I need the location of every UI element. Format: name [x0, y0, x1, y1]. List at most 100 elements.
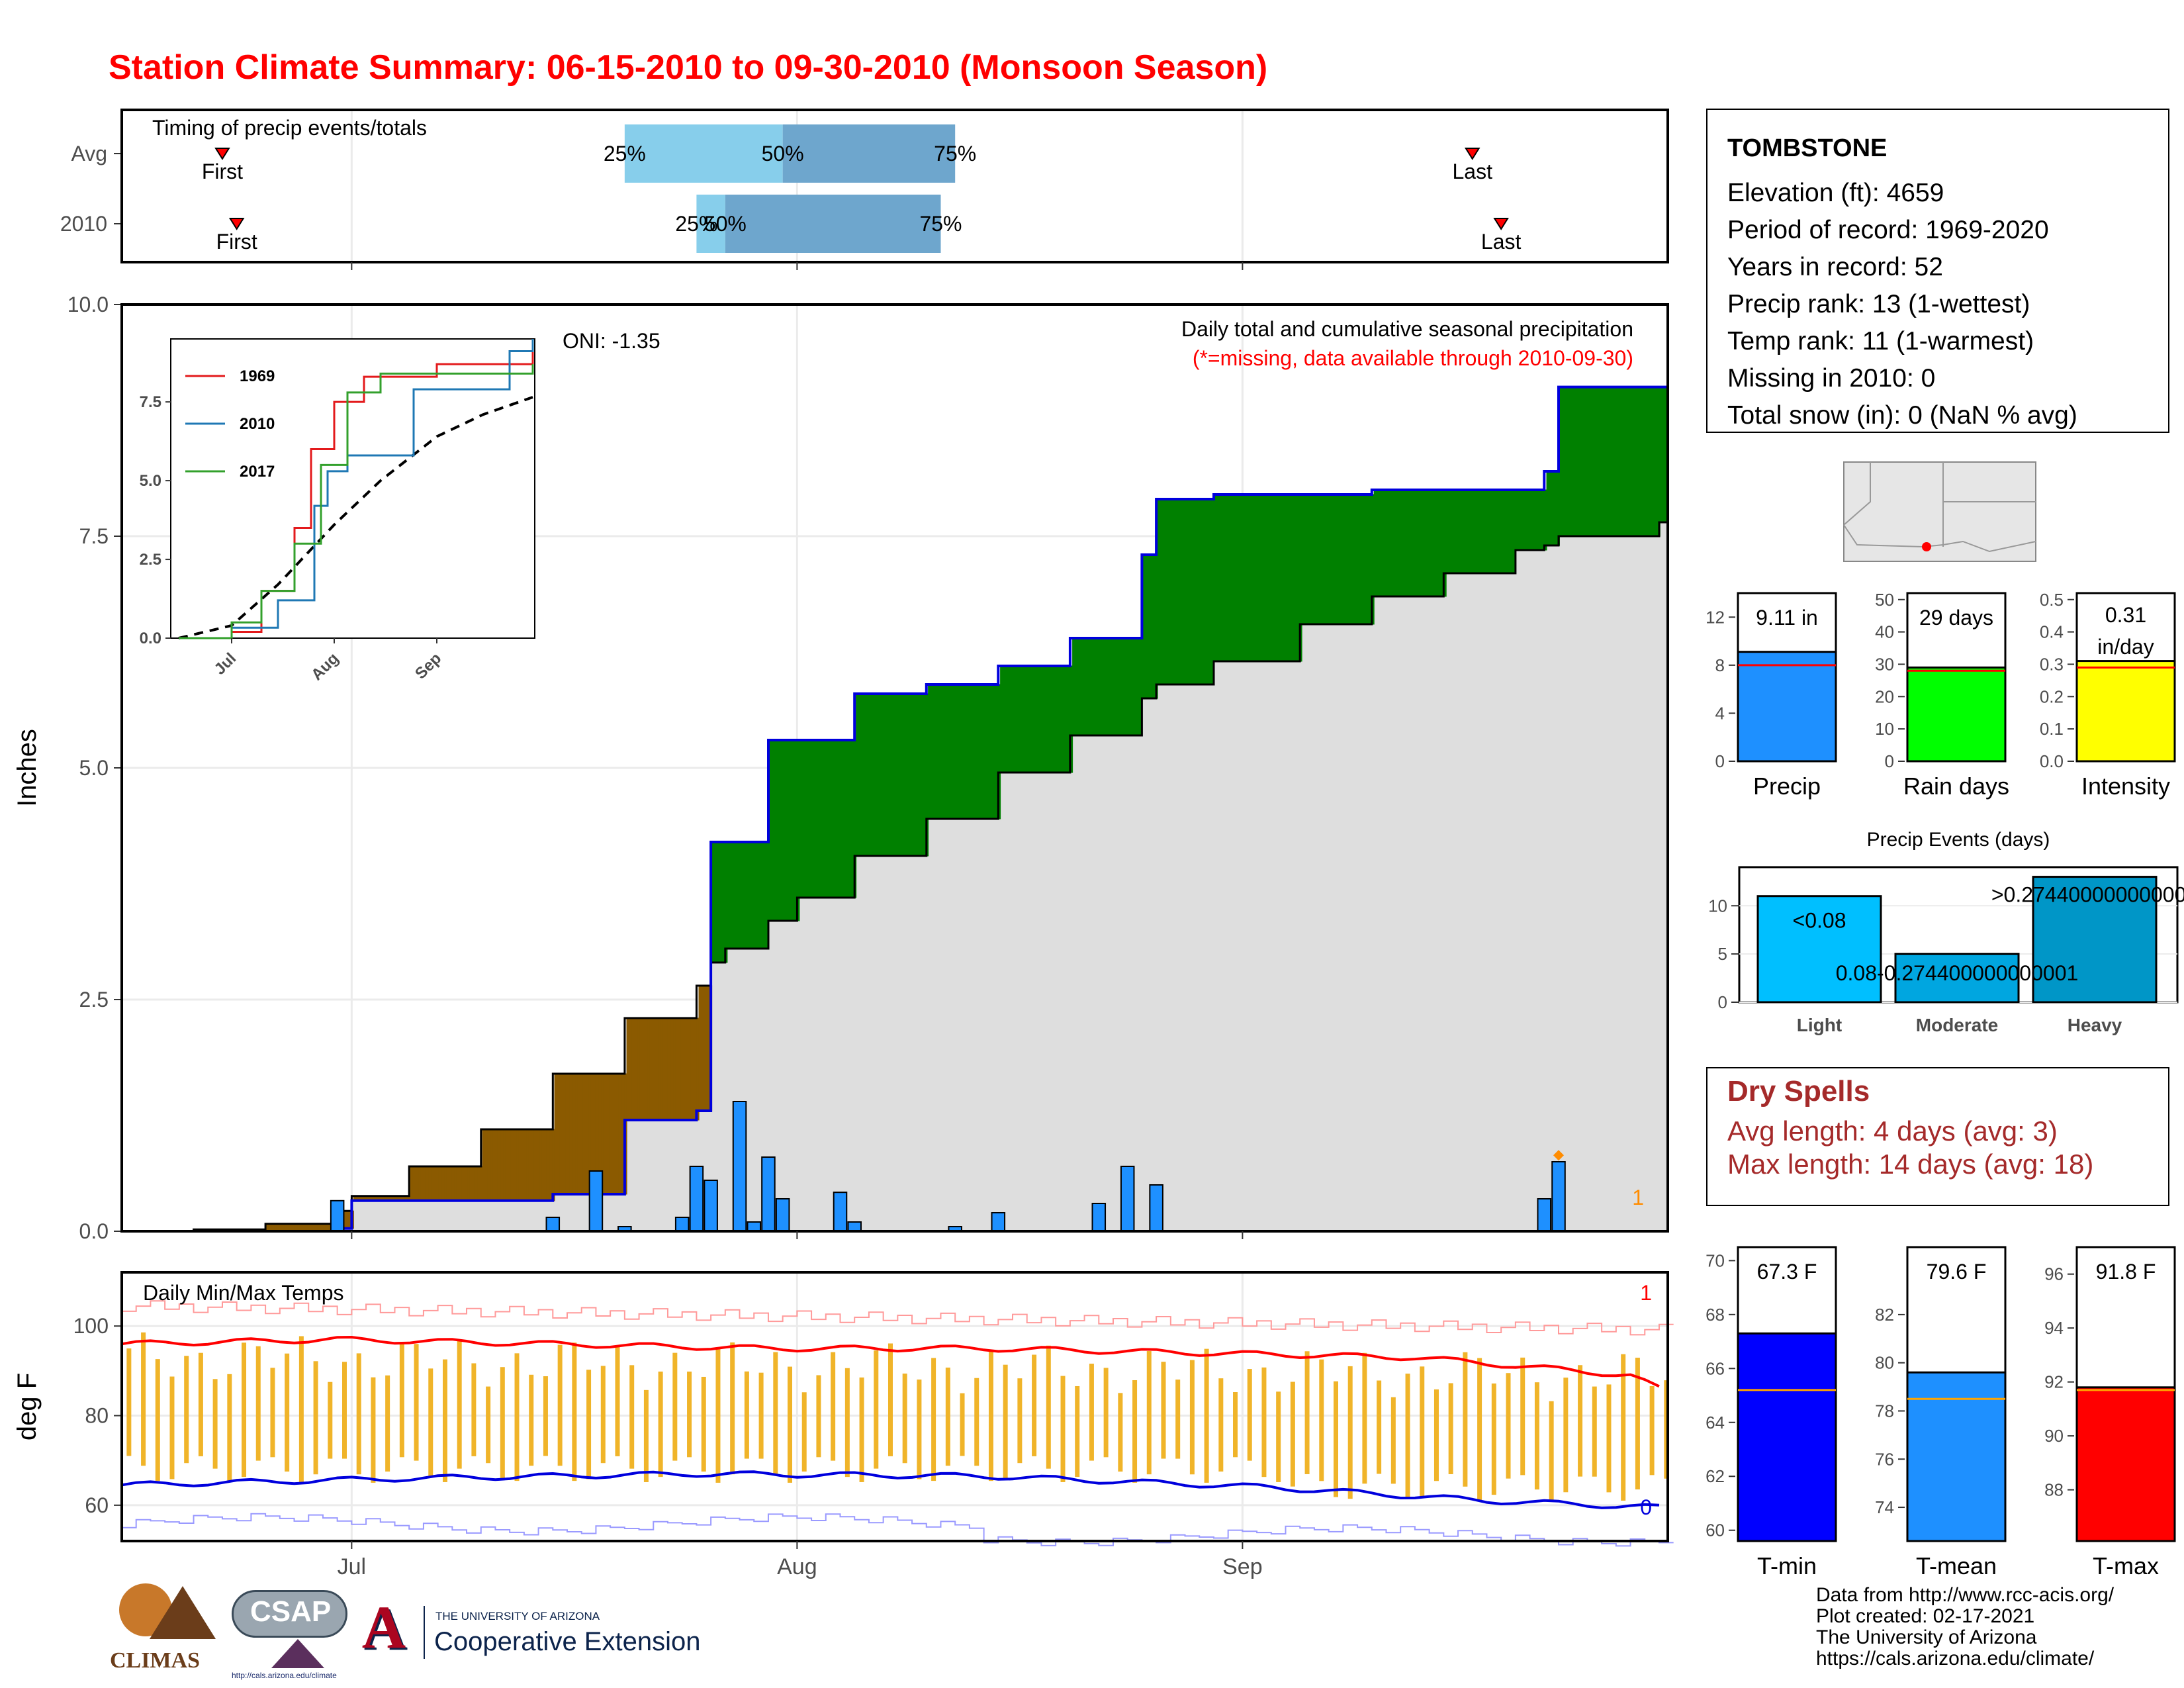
- temp-daily-bar: [1247, 1369, 1252, 1461]
- mountain-icon: [150, 1586, 216, 1639]
- temp-daily-bar: [1664, 1380, 1669, 1479]
- precip-daily-bar: [775, 1198, 790, 1232]
- station-info-box: TOMBSTONE Elevation (ft): 4659 Period of…: [1706, 109, 2169, 433]
- temp-ylabel: deg F: [13, 1373, 42, 1440]
- csap-url: http://cals.arizona.edu/climate: [232, 1671, 337, 1680]
- temp-daily-bar: [1592, 1386, 1597, 1477]
- temp-daily-bar: [1347, 1366, 1353, 1499]
- temp-daily-bar: [1089, 1364, 1094, 1461]
- precip-annotation-note: (*=missing, data available through 2010-…: [1193, 346, 1633, 370]
- temp-xtick-label: Jul: [338, 1554, 366, 1579]
- temp-summary-ytick-label: 60: [1706, 1521, 1725, 1540]
- temp-daily-bar: [1534, 1382, 1539, 1490]
- temp-record-high-line: [122, 1300, 1674, 1336]
- temp-daily-bar: [1319, 1359, 1324, 1481]
- station-temp-rank: Temp rank: 11 (1-warmest): [1727, 327, 2034, 355]
- timing-marker-first: [214, 148, 230, 160]
- temp-daily-bar: [1204, 1348, 1209, 1483]
- temp-xtick-label: Aug: [777, 1554, 817, 1579]
- timing-label-75: 75%: [934, 142, 976, 165]
- temp-daily-bar: [500, 1367, 505, 1479]
- timing-marker-last: [1464, 148, 1480, 160]
- dry-spells-avg: Avg length: 4 days (avg: 3): [1727, 1115, 2058, 1147]
- summary-ytick-label: 30: [1875, 654, 1894, 674]
- temp-summary-ytick-label: 90: [2044, 1426, 2064, 1446]
- timing-marker-label: Last: [1453, 160, 1493, 183]
- ua-a-icon: A: [361, 1593, 406, 1661]
- precip-ytick-label: 2.5: [79, 988, 109, 1011]
- dry-spells-title: Dry Spells: [1727, 1075, 1870, 1107]
- temp-daily-bar: [1390, 1397, 1396, 1484]
- precip-2010-line: [122, 385, 1668, 1233]
- temp-daily-bar: [816, 1375, 821, 1458]
- temp-ytick-label: 60: [85, 1493, 109, 1517]
- temp-summary-ytick-label: 92: [2044, 1372, 2064, 1392]
- inset-panel: [170, 338, 535, 639]
- summary-ytick-label: 4: [1715, 703, 1725, 723]
- temp-daily-bar: [471, 1363, 477, 1456]
- temp-summary-value-label: 79.6 F: [1927, 1260, 1987, 1284]
- ua-line2: Cooperative Extension: [434, 1627, 701, 1656]
- precip-daily-bar: [991, 1212, 1006, 1232]
- temp-summary-ytick-label: 66: [1706, 1358, 1725, 1378]
- timing-label-25: 25%: [604, 142, 646, 165]
- temp-daily-bar: [313, 1361, 318, 1475]
- summary-value-label: 0.31: [2105, 603, 2146, 627]
- timing-row-label: 2010: [60, 212, 107, 236]
- station-location-marker: [1922, 542, 1931, 551]
- temp-daily-bar: [844, 1368, 850, 1477]
- climas-logo[interactable]: CLIMAS: [110, 1583, 216, 1683]
- precip-daily-bar: [847, 1221, 862, 1232]
- summary-ytick-label: 0.4: [2040, 622, 2064, 642]
- temp-daily-bar: [600, 1366, 606, 1464]
- timing-bar-50-75: [782, 124, 956, 183]
- timing-row-label: Avg: [71, 142, 107, 165]
- precip-daily-bar: [330, 1199, 345, 1233]
- precip-average-line: [122, 521, 1668, 1233]
- temp-daily-bar: [1233, 1392, 1238, 1458]
- temp-daily-bar: [414, 1344, 419, 1461]
- mountain-icon: [271, 1639, 324, 1668]
- temp-summary-ytick-label: 74: [1875, 1497, 1894, 1517]
- summary-value-unit: in/day: [2097, 635, 2154, 659]
- temp-daily-bar: [270, 1368, 275, 1458]
- inset-ytick-label: 5.0: [140, 472, 161, 490]
- temp-daily-bar: [1132, 1380, 1138, 1483]
- precip-daily-bar: [588, 1170, 604, 1232]
- csap-logo[interactable]: CSAP http://cals.arizona.edu/climate: [232, 1583, 351, 1683]
- temp-summary-bar-T-mean: [1906, 1371, 2007, 1542]
- temp-daily-bar: [887, 1343, 893, 1456]
- temp-max-missing-count: 1: [1640, 1281, 1652, 1305]
- temp-daily-bar: [1463, 1352, 1468, 1487]
- timing-title: Timing of precip events/totals: [152, 116, 427, 140]
- temp-summary-ytick-label: 94: [2044, 1318, 2064, 1338]
- precip-daily-bar: [761, 1156, 776, 1232]
- temp-daily-bar: [442, 1359, 447, 1482]
- precip-ytick-label: 10.0: [68, 293, 109, 316]
- temp-daily-bar: [917, 1380, 922, 1479]
- temp-daily-bar: [874, 1350, 879, 1469]
- inset-ytick-label: 7.5: [140, 393, 161, 411]
- temp-daily-bar: [902, 1373, 907, 1464]
- temp-summary-bar-T-max: [2075, 1386, 2176, 1542]
- ua-cooperative-extension-logo[interactable]: A THE UNIVERSITY OF ARIZONA Cooperative …: [360, 1597, 744, 1668]
- precip-annotation-title: Daily total and cumulative seasonal prec…: [1181, 317, 1633, 341]
- station-elevation: Elevation (ft): 4659: [1727, 179, 1944, 207]
- temp-daily-bar: [715, 1347, 721, 1483]
- map-thumbnail: [1843, 461, 2036, 562]
- precip-daily-bar: [545, 1217, 561, 1232]
- temp-min-missing-count: 0: [1640, 1495, 1652, 1519]
- inset-average-line: [178, 396, 533, 639]
- summary-ytick-label: 0.1: [2040, 719, 2064, 739]
- summary-ytick-label: 40: [1875, 622, 1894, 642]
- temp-daily-bar: [744, 1371, 749, 1459]
- temp-summary-ytick-label: 76: [1875, 1449, 1894, 1469]
- precip-events-ytick-label: 0: [1718, 992, 1727, 1012]
- temp-summary-ytick-label: 78: [1875, 1401, 1894, 1421]
- temp-daily-bar: [773, 1352, 778, 1475]
- timing-marker-label: First: [202, 160, 243, 183]
- timing-marker-last: [1493, 218, 1509, 230]
- temp-daily-bar: [988, 1351, 993, 1481]
- temp-daily-bar: [1046, 1345, 1051, 1469]
